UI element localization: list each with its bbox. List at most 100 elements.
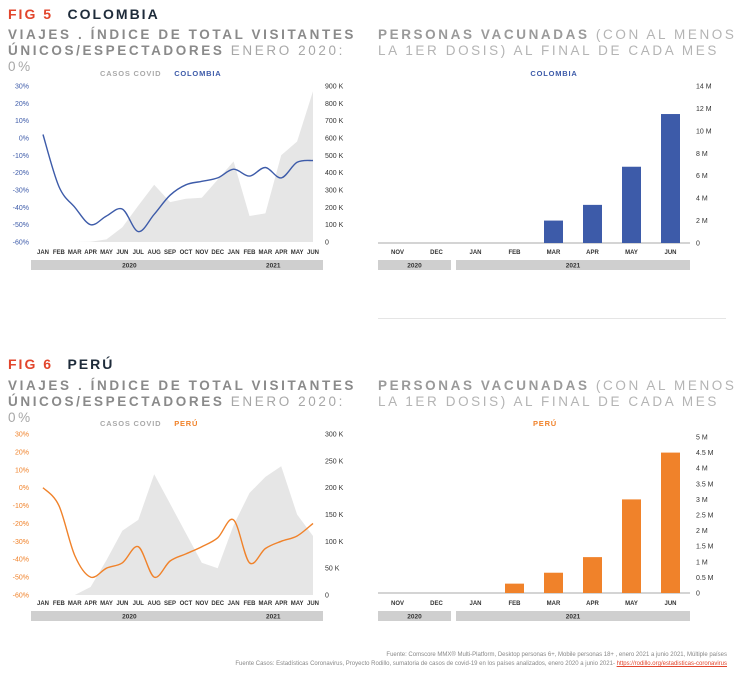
footer-link[interactable]: https://rodillo.org/estadisticas-coronav… (616, 661, 727, 667)
peru-visits-xtick: JUN (116, 601, 128, 607)
fig5-right-title: PERSONAS VACUNADAS (CON AL MENOS LA 1ER … (378, 27, 738, 59)
peru-visits-xtick: MAY (291, 601, 304, 607)
colombia-vaccinated-xtick: JUN (664, 250, 676, 256)
colombia-visits-xtick: NOV (195, 250, 208, 256)
fig5-left-title-line2: ÚNICOS/ESPECTADORES ENERO 2020: 0% (8, 43, 345, 74)
peru-vaccinated-ytick: 0.5 M (696, 575, 714, 582)
colombia-visits-ytick-right: 300 K (325, 188, 344, 195)
peru-vaccinated-year-label-2021: 2021 (566, 614, 581, 621)
peru-visits-xtick: JUN (307, 601, 319, 607)
colombia-vaccinated-xtick: DEC (430, 250, 443, 256)
colombia-visits-xtick: JUN (116, 250, 128, 256)
peru-vaccinated-xtick: JUN (664, 601, 676, 607)
fig6-left-title-line2: ÚNICOS/ESPECTADORES ENERO 2020: 0% (8, 394, 345, 425)
peru-vaccinated-ytick: 3 M (696, 497, 708, 504)
colombia-visits-xtick: OCT (180, 250, 193, 256)
peru-vaccinated-ytick: 1 M (696, 559, 708, 566)
peru-vaccinated-ytick: 2.5 M (696, 513, 714, 520)
colombia-visits-xtick: JAN (37, 250, 49, 256)
peru-visits-ytick-right: 250 K (325, 458, 344, 465)
peru-vaccinated-xtick: APR (586, 601, 599, 607)
fig5-right-title-line2: LA 1ER DOSIS) AL FINAL DE CADA MES (378, 43, 719, 58)
colombia-visits-ytick-left: 10% (15, 118, 29, 125)
peru-visits-year-label-2021: 2021 (266, 614, 281, 621)
peru-visits-year-band-2021 (223, 611, 323, 621)
colombia-vaccinated-bar (544, 220, 563, 243)
peru-visits-ytick-left: -30% (13, 539, 29, 546)
colombia-visits-ytick-left: -50% (13, 222, 29, 229)
peru-visits-xtick: SEP (164, 601, 176, 607)
peru-visits-ytick-left: 0% (19, 485, 29, 492)
peru-visits-xtick: MAR (68, 601, 82, 607)
colombia-vaccinated-xtick: FEB (509, 250, 522, 256)
colombia-visits-ytick-right: 0 (325, 240, 329, 247)
colombia-visits-ytick-right: 200 K (325, 205, 344, 212)
colombia-visits-year-label-2021: 2021 (266, 263, 281, 270)
peru-visits-xtick: FEB (243, 601, 256, 607)
colombia-visits-xtick: MAY (291, 250, 304, 256)
colombia-vaccinated-bar (661, 114, 680, 244)
colombia-vaccinated-xtick: MAY (625, 250, 638, 256)
fig5-left-title-line1: VIAJES . ÍNDICE DE TOTAL VISITANTES (8, 27, 357, 42)
colombia-visits-ytick-right: 100 K (325, 222, 344, 229)
peru-vaccinated-bar (544, 572, 563, 593)
peru-visits-ytick-left: 30% (15, 432, 29, 439)
colombia-visits-ytick-right: 900 K (325, 84, 344, 91)
peru-vaccinated-ytick: 4 M (696, 466, 708, 473)
fig6-right-title: PERSONAS VACUNADAS (CON AL MENOS LA 1ER … (378, 378, 738, 410)
colombia-visits-xtick: APR (275, 250, 288, 256)
fig5-legend: CASOS COVID COLOMBIA (100, 69, 221, 78)
peru-visits-ytick-left: 10% (15, 467, 29, 474)
peru-visits-ytick-right: 150 K (325, 512, 344, 519)
peru-vaccinated-bar (661, 452, 680, 593)
colombia-vaccinated-ytick: 0 (696, 241, 700, 248)
peru-visits-ytick-left: -50% (13, 575, 29, 582)
colombia-vaccinated-xtick: MAR (547, 250, 561, 256)
colombia-visits-xtick: JAN (228, 250, 240, 256)
peru-visits-year-label-2020: 2020 (122, 614, 137, 621)
peru-vaccinated-ytick: 3.5 M (696, 481, 714, 488)
fig5-label: FIG 5 (8, 6, 54, 22)
peru-visits-xtick: JAN (37, 601, 49, 607)
colombia-visits-xtick: MAY (100, 250, 113, 256)
colombia-vaccinated-bar (622, 166, 641, 243)
colombia-visits-ytick-left: -10% (13, 153, 29, 160)
fig5-legend-country: COLOMBIA (174, 69, 222, 78)
fig5-country: COLOMBIA (67, 6, 160, 22)
colombia-visits-xtick: MAR (68, 250, 82, 256)
colombia-vaccinated-ytick: 14 M (696, 84, 712, 91)
peru-visits-ytick-right: 0 (325, 593, 329, 600)
colombia-vaccinated-year-label-2021: 2021 (566, 263, 581, 270)
colombia-vaccinated-ytick: 6 M (696, 173, 708, 180)
colombia-visits-xtick: JUL (133, 250, 145, 256)
fig6-label: FIG 6 (8, 356, 54, 372)
footer-source-2-text: Fuente Casos: Estadísticas Coronavirus, … (235, 661, 615, 667)
peru-visits-xtick: DEC (211, 601, 224, 607)
colombia-visits-ytick-left: 0% (19, 136, 29, 143)
peru-visits-xtick: APR (275, 601, 288, 607)
colombia-vaccinated-xtick: APR (586, 250, 599, 256)
colombia-visits-ytick-right: 800 K (325, 101, 344, 108)
colombia-visits-ytick-left: 20% (15, 101, 29, 108)
colombia-visits-ytick-right: 600 K (325, 136, 344, 143)
fig6-legend: CASOS COVID PERÚ (100, 419, 198, 428)
peru-visits-ytick-left: -40% (13, 557, 29, 564)
peru-visits-xtick: OCT (180, 601, 193, 607)
footer-source-1: Fuente: Comscore MMX® Multi-Platform, De… (386, 652, 727, 658)
colombia-visits-ytick-right: 700 K (325, 118, 344, 125)
peru-vaccinated-ytick: 4.5 M (696, 450, 714, 457)
peru-vaccinated-bar (505, 583, 524, 593)
peru-vaccinated-ytick: 5 M (696, 435, 708, 442)
peru-vaccinated-year-band-2020 (378, 611, 451, 621)
peru-visits-ytick-right: 50 K (325, 566, 340, 573)
colombia-vaccinated-ytick: 2 M (696, 218, 708, 225)
colombia-visits-ytick-left: -60% (13, 240, 29, 247)
peru-visits-xtick: APR (84, 601, 97, 607)
peru-visits-ytick-left: -20% (13, 521, 29, 528)
fig6-legend-cases: CASOS COVID (100, 419, 162, 428)
peru-visits-year-band-2020 (31, 611, 228, 621)
peru-visits-xtick: NOV (195, 601, 208, 607)
fig6-right-title-line1: PERSONAS VACUNADAS (CON AL MENOS (378, 378, 737, 393)
fig5-heading: FIG 5 COLOMBIA (8, 6, 160, 24)
